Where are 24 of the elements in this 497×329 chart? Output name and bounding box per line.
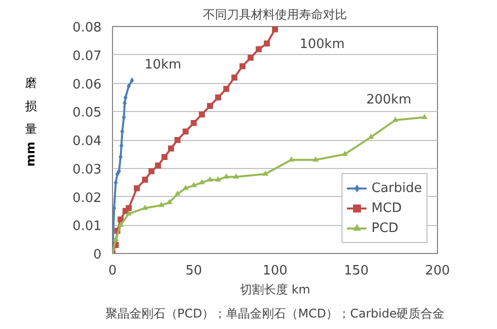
- y-tick-label: 0.03: [72, 162, 102, 178]
- text: 聚晶金刚石（PCD）；单晶金刚石（MCD）；Carbide硬质合金: [105, 306, 445, 320]
- annotation: 100km: [300, 37, 345, 52]
- x-tick-label: 50: [185, 264, 202, 278]
- annotation: 10km: [144, 58, 182, 73]
- legend-label: MCD: [371, 200, 402, 216]
- x-tick-label: 0: [108, 264, 117, 278]
- y-tick-label: 0.06: [72, 77, 102, 92]
- legend-label: Carbide: [371, 180, 422, 196]
- x-tick-label: 150: [344, 264, 369, 278]
- x-axis-title: 切割长度 km: [240, 282, 310, 296]
- y-tick-label: 0: [93, 248, 102, 262]
- y-tick-label: 0.01: [72, 219, 102, 234]
- chart-title: 不同刀具材料使用寿命对比: [203, 8, 347, 22]
- legend-label: PCD: [371, 220, 398, 236]
- y-tick-label: 0.08: [72, 20, 102, 36]
- y-tick-label: 0.07: [72, 48, 102, 64]
- y-tick-label: 0.02: [72, 190, 102, 206]
- annotation: 200km: [366, 92, 412, 108]
- y-tick-label: 0.05: [72, 106, 102, 121]
- x-tick-label: 100: [262, 264, 288, 278]
- y-axis-title: 磨损量mm: [22, 75, 38, 167]
- x-tick-label: 200: [425, 264, 450, 278]
- y-tick-label: 0.04: [72, 134, 102, 149]
